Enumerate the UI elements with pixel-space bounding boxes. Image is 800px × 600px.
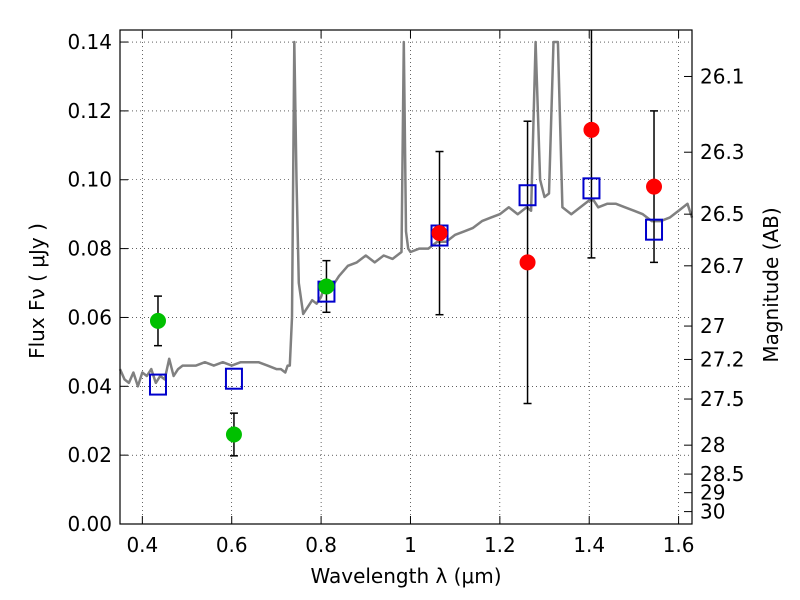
right-tick-label: 26.7: [700, 254, 745, 278]
right-tick-label: 27.2: [700, 347, 745, 371]
y-tick-label: 0.04: [67, 374, 112, 398]
model-square-marker: [645, 218, 664, 241]
y-axis-label: Flux Fν ( μJy ): [25, 223, 49, 359]
spectrum-line: [118, 40, 694, 388]
y-tick-label: 0.08: [67, 237, 112, 261]
grid-lines: [120, 30, 692, 525]
right-tick-label: 26.3: [700, 140, 745, 164]
y-tick-label: 0.14: [67, 30, 112, 54]
y-tick-label: 0.02: [67, 443, 112, 467]
x-tick-label: 0.4: [126, 533, 158, 557]
right-tick-label: 27.5: [700, 387, 745, 411]
y-tick-label: 0.06: [67, 305, 112, 329]
observed-point: [318, 278, 335, 295]
x-axis-label: Wavelength λ (μm): [310, 564, 501, 588]
model-square-marker: [224, 367, 243, 390]
right-tick-label: 27: [700, 314, 725, 338]
x-tick-label: 0.6: [216, 533, 248, 557]
observed-point: [519, 254, 536, 271]
spectrum-layer: [118, 40, 694, 388]
y-tick-label: 0.10: [67, 168, 112, 192]
x-tick-label: 1: [404, 533, 417, 557]
marker-layer: [148, 121, 664, 443]
right-tick-label: 28: [700, 433, 725, 457]
right-tick-label: 26.1: [700, 64, 745, 88]
x-tick-label: 1.2: [484, 533, 516, 557]
model-square-marker: [582, 177, 601, 200]
model-square-marker: [518, 184, 537, 207]
right-axis-label: Magnitude (AB): [759, 207, 783, 362]
errorbar-layer: [153, 30, 659, 457]
x-tick-label: 1.6: [663, 533, 695, 557]
observed-point: [583, 121, 600, 138]
plot-frame: [119, 29, 693, 525]
right-tick-label: 29: [700, 481, 725, 505]
y-tick-label: 0.00: [67, 512, 112, 536]
x-tick-label: 1.4: [573, 533, 605, 557]
y-tick-label: 0.12: [67, 99, 112, 123]
x-tick-label: 0.8: [305, 533, 337, 557]
observed-point: [431, 225, 448, 242]
observed-point: [225, 426, 242, 443]
model-square-marker: [148, 373, 167, 396]
observed-point: [149, 312, 166, 329]
right-tick-label: 26.5: [700, 202, 745, 226]
observed-point: [646, 178, 663, 195]
axis-ticks: 0.4 0.6 0.8 1 1.2 1.4 1.6 0.00 0.02 0.04 0.06 0.08 0…: [67, 30, 745, 557]
right-tick-label: 30: [700, 500, 725, 524]
right-tick-label: 28.5: [700, 462, 745, 486]
